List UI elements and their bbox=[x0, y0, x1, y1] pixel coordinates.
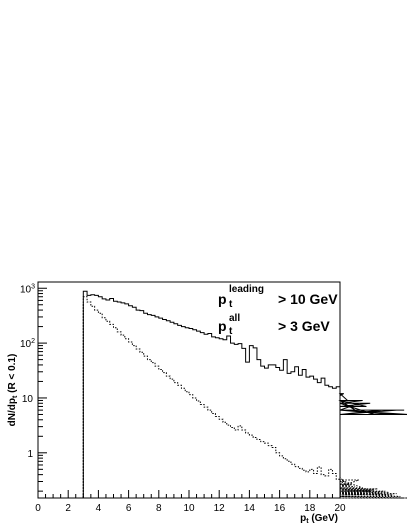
y-axis-label-main: dN/dp bbox=[7, 398, 18, 426]
x-tick-label: 12 bbox=[214, 503, 226, 514]
y-axis-label: dN/dpt (R < 0.1) bbox=[7, 354, 19, 427]
y-tick-label: 1 bbox=[27, 449, 33, 460]
x-tick-label: 10 bbox=[183, 503, 195, 514]
y-axis: 1 10 102 103 bbox=[20, 283, 47, 492]
x-tick-label: 0 bbox=[35, 503, 41, 514]
annotation-all-p: p bbox=[218, 318, 227, 334]
annotation-all: p all t > 3 GeV bbox=[218, 313, 330, 337]
x-tick-label: 6 bbox=[126, 503, 132, 514]
x-tick-label: 8 bbox=[156, 503, 162, 514]
x-tick-label: 18 bbox=[304, 503, 316, 514]
series-0-step-line bbox=[82, 290, 407, 498]
series-1-step-line bbox=[82, 296, 407, 499]
x-tick-label: 14 bbox=[244, 503, 256, 514]
series-layer bbox=[82, 290, 407, 499]
series-1-dotted bbox=[82, 296, 407, 499]
annotation-leading-rest: > 10 GeV bbox=[278, 291, 338, 307]
x-tick-label: 20 bbox=[334, 503, 346, 514]
y-axis-label-rest: (R < 0.1) bbox=[7, 354, 18, 396]
annotation-all-sup: all bbox=[229, 313, 240, 324]
x-axis-label-rest: (GeV) bbox=[309, 513, 338, 524]
y-tick-label: 10 bbox=[22, 394, 34, 405]
y-axis-label-sub: t bbox=[12, 395, 19, 398]
svg-text:p: p bbox=[218, 291, 227, 307]
x-tick-label: 16 bbox=[274, 503, 286, 514]
x-axis-label: pt (GeV) bbox=[300, 513, 338, 525]
svg-text:p: p bbox=[218, 318, 227, 334]
x-tick-label: 4 bbox=[96, 503, 102, 514]
annotation-all-sub: t bbox=[229, 326, 233, 337]
annotation-all-rest: > 3 GeV bbox=[278, 318, 330, 334]
x-axis: 0 2 4 6 8 10 12 14 16 18 20 bbox=[35, 490, 346, 514]
y-tick-label: 102 bbox=[20, 338, 35, 350]
svg-text:dN/dpt (R < 0.1): dN/dpt (R < 0.1) bbox=[7, 354, 19, 427]
annotation-leading-sup: leading bbox=[229, 284, 264, 295]
x-axis-label-main: p bbox=[300, 513, 306, 524]
annotation-leading-p: p bbox=[218, 291, 227, 307]
svg-text:pt (GeV): pt (GeV) bbox=[300, 513, 338, 525]
annotation-leading-sub: t bbox=[229, 299, 233, 310]
x-axis-label-sub: t bbox=[306, 518, 309, 525]
series-0-solid bbox=[82, 290, 407, 498]
annotation-leading: p leading t > 10 GeV bbox=[218, 284, 338, 310]
y-tick-label: 103 bbox=[20, 283, 35, 295]
x-tick-label: 2 bbox=[65, 503, 71, 514]
